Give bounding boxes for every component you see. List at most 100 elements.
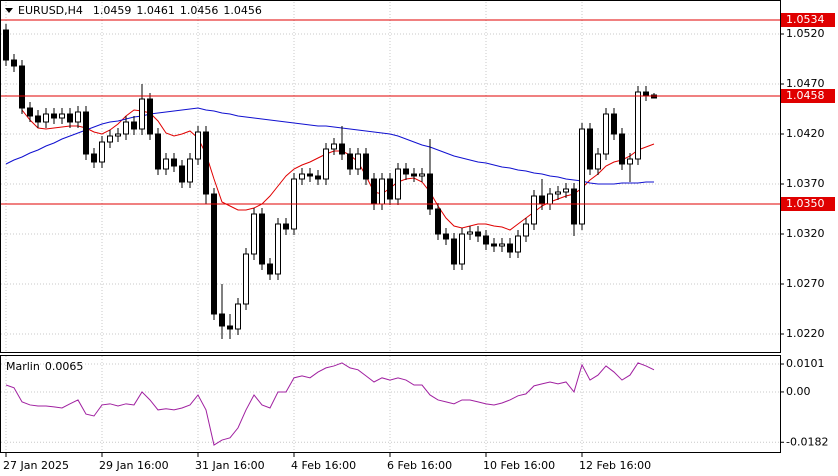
candle-body (275, 223, 281, 275)
candle-body (475, 231, 481, 237)
candle-body (147, 98, 153, 135)
candle-body (187, 158, 193, 183)
candle-body (235, 303, 241, 330)
candle-body (219, 313, 225, 327)
x-tick-label: 12 Feb 16:00 (579, 459, 651, 472)
x-tick-label: 29 Jan 16:00 (99, 459, 169, 472)
candle-body (387, 178, 393, 200)
candle-body (563, 188, 569, 193)
candle-body (555, 191, 561, 195)
y-tick-label: 1.0220 (786, 327, 825, 340)
candle-body (123, 121, 129, 135)
y-tick-label: 1.0520 (786, 27, 825, 40)
candle-body (587, 128, 593, 170)
candle-body (595, 153, 601, 170)
candle-body (99, 141, 105, 163)
header-high: 1.0461 (136, 4, 175, 17)
level-label-box (781, 89, 835, 103)
candle-body (115, 133, 121, 137)
candle-body (171, 158, 177, 167)
header-low: 1.0456 (180, 4, 219, 17)
x-tick-label: 4 Feb 16:00 (291, 459, 356, 472)
candle-body (27, 107, 33, 117)
candle-body (163, 158, 169, 170)
candle-body (299, 173, 305, 180)
candle-body (35, 115, 41, 123)
level-label-box (781, 197, 835, 211)
x-tick-label: 31 Jan 16:00 (195, 459, 265, 472)
candle-body (179, 165, 185, 183)
candle-body (267, 263, 273, 275)
candle-body (347, 153, 353, 170)
candle-body (59, 113, 65, 119)
candle-body (451, 238, 457, 265)
candle-body (443, 233, 449, 240)
indicator-name: Marlin (6, 360, 40, 373)
candle-body (611, 113, 617, 135)
candle-body (435, 208, 441, 235)
level-label: 1.0458 (786, 89, 825, 102)
menu-triangle[interactable] (5, 8, 13, 13)
candle-body (531, 195, 537, 225)
candle-body (355, 153, 361, 170)
candle-body (227, 325, 233, 330)
candle-body (627, 158, 633, 165)
candle-body (331, 143, 337, 150)
candle-body (643, 91, 649, 96)
level-label: 1.0350 (786, 197, 825, 210)
y-tick-label: 1.0320 (786, 227, 825, 240)
header-close: 1.0456 (223, 4, 262, 17)
level-label: 1.0534 (786, 13, 825, 26)
candle-body (363, 153, 369, 180)
candle-body (259, 213, 265, 265)
candle-body (491, 243, 497, 247)
indicator-pane-border (0, 355, 781, 453)
candle-body (379, 178, 385, 205)
y-tick-label: 0.0101 (786, 357, 825, 370)
candle-body (459, 233, 465, 265)
candle-body (523, 223, 529, 237)
candle-body (283, 223, 289, 230)
candle-body (211, 193, 217, 315)
candle-body (91, 153, 97, 163)
y-tick-label: 1.0420 (786, 127, 825, 140)
candle-body (635, 91, 641, 160)
candle-body (507, 243, 513, 253)
candle-body (307, 173, 313, 177)
candle-body (139, 98, 145, 130)
indicator-label: Marlin 0.0065 (6, 360, 83, 373)
candle-body (419, 173, 425, 177)
candle-body (315, 175, 321, 180)
candle-body (499, 243, 505, 247)
x-tick-label: 6 Feb 16:00 (387, 459, 452, 472)
main-pane-border (0, 0, 781, 353)
y-tick-label: 1.0370 (786, 177, 825, 190)
symbol: EURUSD,H4 (18, 4, 83, 17)
x-tick-label: 10 Feb 16:00 (483, 459, 555, 472)
candle-body (155, 133, 161, 170)
candle-body (323, 148, 329, 180)
candle-body (67, 113, 73, 123)
candle-body (203, 131, 209, 195)
y-tick-label: 0.00 (786, 385, 811, 398)
candle-body (251, 213, 257, 255)
x-tick-label: 27 Jan 2025 (3, 459, 69, 472)
candle-body (19, 65, 25, 109)
candle-body (467, 231, 473, 235)
candle-body (579, 128, 585, 225)
indicator-value: 0.0065 (45, 360, 84, 373)
y-tick-label: -0.0182 (786, 435, 828, 448)
candle-body (371, 178, 377, 205)
y-tick-label: 1.0470 (786, 77, 825, 90)
candle-body (3, 29, 9, 61)
candle-body (483, 235, 489, 245)
candle-body (411, 173, 417, 177)
candle-body (51, 113, 57, 119)
candle-body (195, 131, 201, 160)
chart-header: EURUSD,H4 1.0459 1.0461 1.0456 1.0456 (18, 4, 262, 17)
candle-body (539, 195, 545, 205)
candle-body (403, 168, 409, 175)
moving-average (5, 107, 654, 185)
